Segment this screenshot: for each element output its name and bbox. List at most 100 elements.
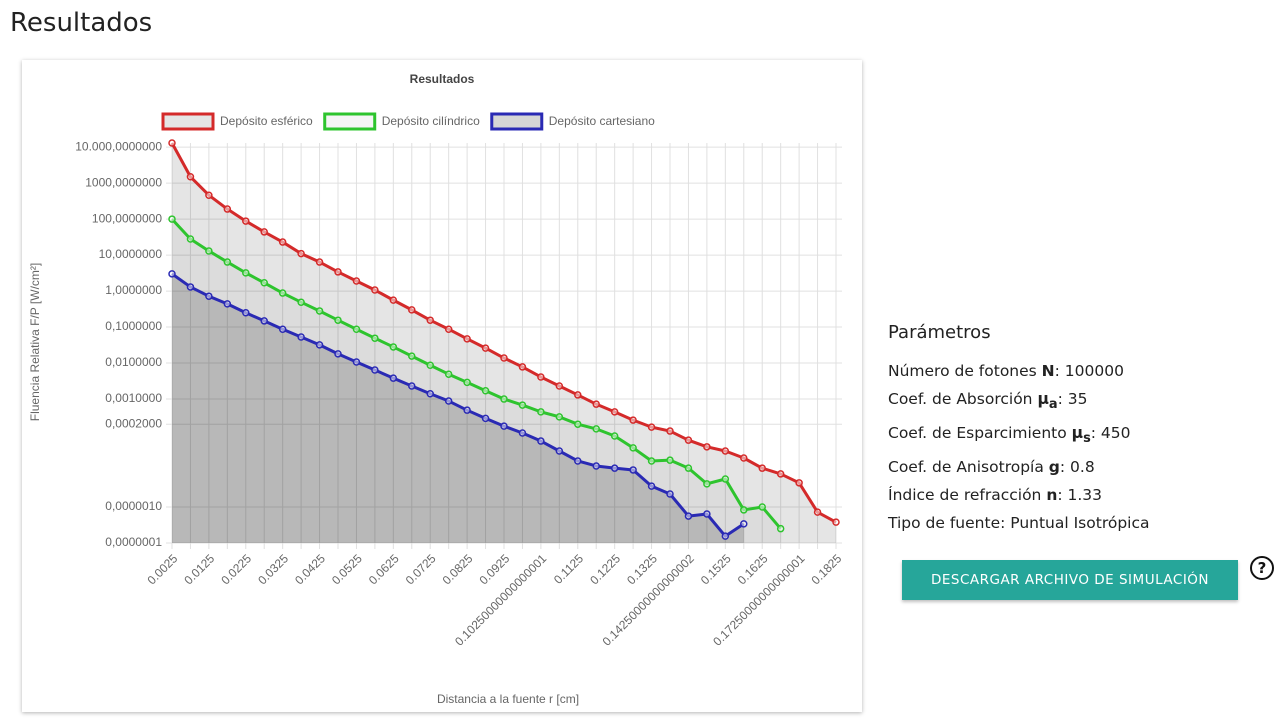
- parameter-sub: a: [1048, 397, 1058, 413]
- data-point: [574, 420, 582, 428]
- y-tick-label: 1000,0000000: [85, 175, 162, 189]
- data-point: [592, 425, 600, 433]
- y-tick-label: 0,0100000: [105, 355, 162, 369]
- data-point: [444, 370, 453, 378]
- x-tick-label: 0.1525: [698, 551, 734, 587]
- legend-label: Depósito cartesiano: [549, 114, 655, 128]
- x-tick-label: 0.1625: [735, 551, 771, 587]
- data-point: [242, 308, 250, 317]
- legend-swatch: [490, 112, 544, 131]
- data-point: [408, 382, 416, 390]
- data-point: [537, 408, 545, 416]
- data-point: [610, 432, 619, 440]
- data-point: [500, 395, 508, 403]
- parameter-row: Coef. de Esparcimiento μs: 450: [888, 419, 1150, 453]
- parameter-row: Tipo de fuente: Puntual Isotrópica: [888, 509, 1150, 537]
- data-point: [555, 447, 564, 455]
- area-fill: [172, 143, 836, 543]
- download-button[interactable]: DESCARGAR ARCHIVO DE SIMULACIÓN: [902, 560, 1238, 600]
- y-tick-label: 0,0000001: [105, 535, 162, 549]
- data-point: [444, 325, 453, 333]
- data-point: [518, 429, 527, 437]
- parameter-row: Coef. de Anisotropía g: 0.8: [888, 453, 1150, 481]
- data-point: [703, 443, 711, 451]
- help-icon[interactable]: ?: [1250, 556, 1274, 580]
- data-point: [242, 217, 250, 225]
- data-point: [334, 316, 342, 324]
- data-point: [260, 279, 268, 287]
- x-tick-label: 0.1325: [624, 551, 660, 587]
- parameter-value: : 0.8: [1059, 458, 1095, 477]
- parameter-symbol-group: n: [1046, 486, 1057, 504]
- data-point: [186, 235, 195, 243]
- data-point: [315, 307, 324, 315]
- parameter-label: Coef. de Esparcimiento: [888, 424, 1072, 443]
- parameter-row: Número de fotones N: 100000: [888, 357, 1150, 385]
- data-point: [426, 316, 434, 324]
- data-point: [168, 215, 176, 223]
- parameter-symbol-group: g: [1049, 458, 1060, 476]
- parameter-symbol: n: [1046, 486, 1058, 505]
- y-tick-label: 0,0002000: [105, 416, 162, 430]
- data-point: [297, 249, 305, 258]
- data-point: [776, 524, 785, 533]
- chart-title: Resultados: [410, 72, 475, 86]
- parameter-label: Índice de refracción: [888, 486, 1047, 505]
- data-point: [481, 386, 490, 395]
- data-point: [408, 306, 416, 314]
- data-point: [684, 464, 693, 472]
- x-tick-label: 0.1125: [551, 551, 586, 586]
- data-point: [518, 363, 527, 371]
- data-point: [426, 361, 434, 369]
- data-point: [647, 423, 656, 431]
- chart-card: [22, 60, 862, 712]
- parameter-symbol-group: μa: [1037, 390, 1057, 412]
- x-tick-label: 0.0425: [292, 551, 328, 587]
- data-point: [186, 283, 195, 291]
- data-point: [629, 466, 637, 474]
- area-fill: [172, 273, 744, 543]
- data-point: [389, 374, 398, 382]
- data-point: [666, 456, 674, 464]
- y-tick-label: 10.000,0000000: [75, 139, 162, 153]
- y-tick-label: 1,0000000: [105, 283, 162, 297]
- data-point: [555, 382, 564, 390]
- parameters-title: Parámetros: [888, 322, 991, 343]
- data-point: [260, 317, 268, 325]
- data-point: [832, 518, 840, 526]
- data-point: [574, 457, 582, 465]
- x-tick-label: 0.0625: [366, 551, 402, 587]
- data-point: [205, 247, 213, 255]
- data-point: [776, 470, 785, 478]
- data-point: [537, 373, 545, 381]
- parameter-value: : 100000: [1054, 362, 1124, 380]
- data-point: [721, 532, 730, 540]
- parameter-symbol: μ: [1037, 390, 1049, 408]
- parameter-value: : 35: [1057, 390, 1088, 408]
- y-tick-label: 0,0000010: [105, 499, 162, 513]
- data-point: [352, 277, 361, 285]
- y-tick-label: 10,0000000: [99, 247, 163, 261]
- page-title: Resultados: [10, 8, 153, 38]
- data-point: [721, 475, 730, 483]
- parameter-value: : 1.33: [1057, 486, 1103, 505]
- x-tick-label: 0.1225: [587, 551, 623, 587]
- data-point: [610, 408, 619, 416]
- data-point: [223, 258, 232, 266]
- data-point: [260, 228, 268, 236]
- data-point: [592, 462, 600, 470]
- data-point: [186, 173, 195, 181]
- data-point: [592, 400, 600, 408]
- parameter-symbol: g: [1048, 458, 1060, 477]
- data-point: [703, 510, 711, 518]
- parameter-label: Tipo de fuente: Puntual Isotrópica: [888, 514, 1150, 533]
- parameter-row: Coef. de Absorción μa: 35: [888, 385, 1150, 419]
- data-point: [721, 447, 730, 455]
- data-point: [223, 205, 232, 213]
- data-point: [426, 390, 434, 398]
- parameters-panel: Parámetros Número de fotones N: 100000 Co…: [888, 322, 1150, 537]
- legend-label: Depósito esférico: [220, 114, 313, 128]
- data-point: [463, 335, 471, 343]
- y-tick-label: 0,1000000: [105, 319, 162, 333]
